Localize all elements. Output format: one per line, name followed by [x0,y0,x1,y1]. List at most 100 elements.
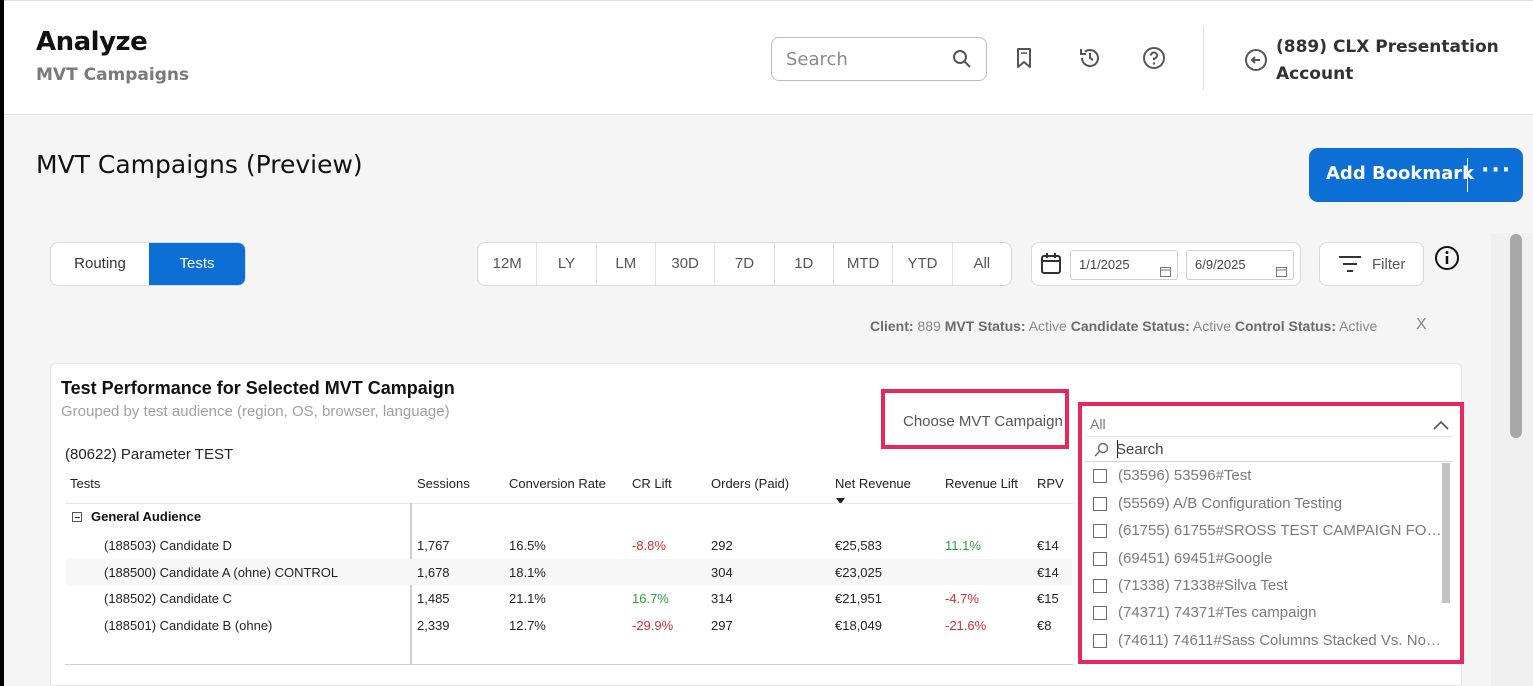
candidate-status-label: Candidate Status: [1070,318,1190,334]
table-row-band [66,559,1072,585]
row-test-name[interactable]: (188503) Candidate D [104,538,232,553]
add-bookmark-button[interactable]: Add Bookmark ··· [1309,148,1523,202]
global-search[interactable] [771,37,987,81]
row-revenue-lift: -4.7% [945,591,979,606]
column-header-sessions[interactable]: Sessions [417,476,470,491]
campaign-option[interactable]: (74371) 74371#Tes campaign [1085,600,1441,626]
card-subtitle: Grouped by test audience (region, OS, br… [61,403,450,420]
column-header-tests[interactable]: Tests [70,476,101,491]
top-header: Analyze MVT Campaigns (889) CLX Presenta… [4,0,1533,115]
range-tab-30d[interactable]: 30D [656,243,716,285]
range-tab-1d[interactable]: 1D [775,243,834,285]
bookmark-icon[interactable] [1012,46,1036,70]
campaign-option[interactable]: (61755) 61755#SROSS TEST CAMPAIGN FOR TE… [1085,518,1441,544]
checkbox[interactable] [1093,469,1107,483]
more-options-icon[interactable]: ··· [1481,158,1513,183]
row-revenue-lift: -21.6% [945,618,987,633]
column-header-rpv[interactable]: RPV [1037,476,1064,491]
campaign-option-label: (69451) 69451#Google [1118,550,1273,567]
range-tab-all[interactable]: All [973,255,991,272]
dropdown-search-input[interactable] [1116,439,1416,459]
campaign-option-label: (61755) 61755#SROSS TEST CAMPAIGN FOR TE… [1118,522,1441,539]
date-range-picker: 1/1/2025 6/9/2025 [1031,242,1301,286]
chevron-up-icon[interactable] [1433,417,1449,435]
mvt-status-value: Active [1028,318,1067,334]
campaign-option[interactable]: (69451) 69451#Google [1085,546,1441,572]
checkbox[interactable] [1093,579,1107,593]
row-net-revenue: €21,951 [835,591,882,606]
checkbox[interactable] [1093,634,1107,648]
date-range-tabs: 12M LY LM 30D 7D 1D MTD YTD All [477,242,1012,286]
checkbox[interactable] [1093,497,1107,511]
collapse-icon[interactable] [72,512,82,522]
group-row-general-audience[interactable]: General Audience [72,509,201,524]
account-name[interactable]: (889) CLX Presentation Account [1276,37,1499,84]
dropdown-list[interactable]: (53596) 53596#Test (55569) A/B Configura… [1085,463,1441,658]
row-orders: 292 [711,538,733,553]
row-sessions: 1,767 [417,538,450,553]
page-title: MVT Campaigns (Preview) [36,150,363,179]
dropdown-toggle[interactable]: All [1085,409,1453,437]
row-orders: 304 [711,565,733,580]
row-rpv: €15 [1037,591,1059,606]
toggle-routing[interactable]: Routing [74,255,126,272]
campaign-option-label: (55569) A/B Configuration Testing [1118,495,1343,512]
range-tab-mtd[interactable]: MTD [834,243,894,285]
row-test-name[interactable]: (188500) Candidate A (ohne) CONTROL [104,565,339,580]
column-header-orders[interactable]: Orders (Paid) [711,476,790,491]
sort-desc-icon[interactable] [836,491,845,509]
column-header-revenue-lift[interactable]: Revenue Lift [945,476,1018,491]
checkbox[interactable] [1093,606,1107,620]
toggle-tests[interactable]: Tests [149,243,245,285]
column-header-cr-lift[interactable]: CR Lift [632,476,672,491]
control-status-label: Control Status: [1234,318,1336,334]
row-conversion-rate: 18.1% [509,565,546,580]
campaign-option[interactable]: (55569) A/B Configuration Testing [1085,491,1441,517]
filter-label: Filter [1372,256,1406,273]
checkbox[interactable] [1093,524,1107,538]
dropdown-search[interactable] [1085,436,1453,462]
campaign-option[interactable]: (53596) 53596#Test [1085,463,1441,489]
range-tab-ytd[interactable]: YTD [893,243,953,285]
campaign-option-label: (71338) 71338#Silva Test [1118,577,1288,594]
row-test-name[interactable]: (188502) Candidate C [104,591,232,606]
end-date-field[interactable]: 6/9/2025 [1186,250,1294,280]
end-date-value: 6/9/2025 [1195,257,1246,272]
row-rpv: €14 [1037,565,1059,580]
calendar-icon[interactable] [1040,252,1062,281]
search-input[interactable] [786,48,936,70]
search-icon[interactable] [952,49,972,74]
row-sessions: 2,339 [417,618,450,633]
mini-calendar-icon[interactable] [1160,259,1171,287]
range-tab-7d[interactable]: 7D [715,243,775,285]
dropdown-scrollbar[interactable] [1442,463,1450,603]
row-test-name[interactable]: (188501) Candidate B (ohne) [104,618,273,633]
range-tab-ly[interactable]: LY [537,243,597,285]
column-header-conversion-rate[interactable]: Conversion Rate [509,476,606,491]
row-cr-lift: -8.8% [632,538,666,553]
campaign-option[interactable]: (71338) 71338#Silva Test [1085,573,1441,599]
page-scrollbar-thumb[interactable] [1510,234,1522,438]
account-switch-icon[interactable] [1244,48,1268,77]
row-cr-lift: 16.7% [632,591,669,606]
dropdown-value: All [1090,416,1106,432]
search-icon [1094,442,1109,462]
help-icon[interactable] [1142,46,1166,70]
start-date-field[interactable]: 1/1/2025 [1070,250,1178,280]
range-tab-lm[interactable]: LM [597,243,656,285]
filter-button[interactable]: Filter [1319,242,1424,286]
column-header-net-revenue[interactable]: Net Revenue [835,476,911,491]
mini-calendar-icon[interactable] [1276,259,1287,287]
campaign-option-label: (53596) 53596#Test [1118,467,1252,484]
clear-filters-button[interactable]: X [1416,316,1427,333]
campaign-dropdown: All (53596) 53596#Test (55569) A/B Confi… [1078,402,1464,664]
info-icon[interactable] [1434,245,1460,276]
control-status-value: Active [1339,318,1378,334]
history-icon[interactable] [1078,46,1102,70]
view-toggle: Routing Tests [50,242,246,286]
range-tab-12m[interactable]: 12M [478,243,538,285]
header-divider [1203,26,1204,90]
checkbox[interactable] [1093,552,1107,566]
start-date-value: 1/1/2025 [1079,257,1130,272]
campaign-option[interactable]: (74611) 74611#Sass Columns Stacked Vs. N… [1085,628,1441,654]
